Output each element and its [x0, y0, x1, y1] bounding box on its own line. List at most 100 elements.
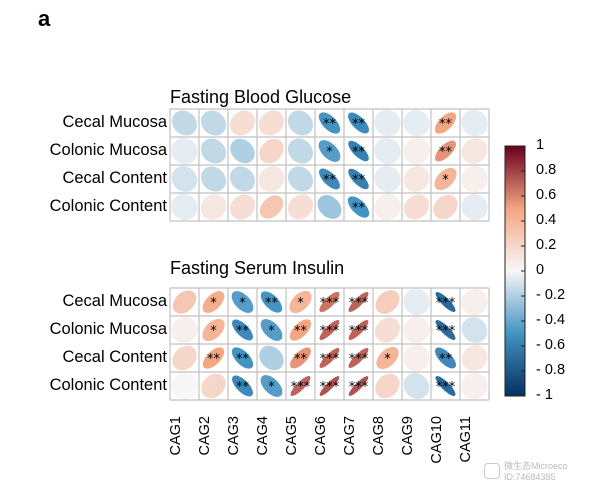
corr-ellipse	[403, 109, 430, 137]
corr-ellipse	[403, 194, 430, 220]
colorbar-tick-label: - 0.8	[536, 362, 566, 378]
corr-ellipse	[374, 137, 401, 165]
colorbar-tick-label: - 0.2	[536, 287, 566, 303]
corr-ellipse	[348, 112, 369, 134]
corr-ellipse	[319, 291, 340, 313]
corr-ellipse	[259, 138, 284, 164]
corr-ellipse	[260, 375, 283, 397]
corr-ellipse	[348, 292, 369, 312]
corr-ellipse	[434, 112, 457, 134]
corr-ellipse	[461, 165, 488, 193]
corr-ellipse	[259, 195, 284, 219]
column-label: CAG1	[167, 416, 184, 456]
corr-ellipse	[375, 373, 400, 399]
column-label: CAG6	[312, 416, 329, 456]
corr-ellipse	[319, 168, 340, 190]
column-label: CAG10	[428, 416, 445, 464]
significance-mark: ***	[320, 380, 340, 395]
colorbar-tick-label: - 0.4	[536, 312, 566, 328]
corr-ellipse	[318, 112, 341, 134]
row-label: Colonic Mucosa	[49, 141, 167, 159]
significance-mark: *	[210, 296, 217, 311]
significance-mark: **	[439, 145, 453, 160]
significance-mark: *	[297, 296, 304, 311]
corr-ellipse	[229, 110, 256, 136]
row-label: Cecal Mucosa	[62, 292, 167, 310]
significance-mark: *	[210, 324, 217, 339]
significance-mark: ***	[436, 324, 456, 339]
corr-ellipse	[172, 345, 197, 371]
corr-ellipse	[232, 375, 253, 397]
corr-ellipse	[435, 292, 456, 312]
colorbar-tick-label: 0.6	[536, 187, 557, 203]
corr-ellipse	[287, 138, 314, 164]
row-label: Colonic Content	[49, 376, 167, 394]
row-label: Cecal Mucosa	[62, 113, 167, 131]
heatmap-panel-2: * * ** * *** *** **** ** * ** *** *** ***** ** ** *** **…	[169, 287, 490, 401]
colorbar-tick-label: 1	[536, 137, 545, 153]
corr-ellipse	[375, 290, 400, 314]
corr-ellipse	[348, 376, 369, 396]
corr-ellipse	[403, 373, 430, 399]
watermark: 微生态Microeco ID:74684385	[504, 461, 568, 483]
significance-mark: ***	[291, 380, 311, 395]
corr-ellipse	[230, 138, 255, 164]
corr-ellipse	[202, 318, 225, 342]
significance-mark: *	[442, 173, 449, 188]
significance-mark: *	[268, 324, 275, 339]
corr-ellipse	[461, 193, 488, 221]
corr-ellipse	[232, 319, 253, 341]
corr-ellipse	[259, 345, 284, 371]
corr-ellipse	[202, 291, 225, 313]
corr-ellipse	[347, 196, 370, 218]
corr-ellipse	[290, 376, 311, 396]
significance-mark: ***	[320, 296, 340, 311]
row-label: Cecal Content	[62, 169, 167, 187]
row-label: Colonic Content	[49, 197, 167, 215]
significance-mark: ***	[349, 352, 369, 367]
watermark-line1: 微生态Microeco	[504, 461, 568, 471]
corr-ellipse	[229, 166, 256, 192]
significance-mark: **	[352, 117, 366, 132]
corr-ellipse	[374, 109, 401, 137]
corr-ellipse	[171, 316, 198, 344]
corr-ellipse	[403, 316, 430, 344]
corr-ellipse	[434, 167, 457, 191]
significance-mark: **	[439, 352, 453, 367]
significance-mark: *	[268, 380, 275, 395]
significance-mark: **	[352, 173, 366, 188]
corr-ellipse	[287, 194, 314, 220]
corr-ellipse	[260, 319, 283, 341]
column-label: CAG8	[370, 416, 387, 456]
corr-ellipse	[403, 288, 430, 316]
significance-mark: *	[326, 145, 333, 160]
corr-ellipse	[348, 348, 369, 368]
chart-title-glucose: Fasting Blood Glucose	[170, 87, 352, 107]
significance-mark: ***	[320, 324, 340, 339]
corr-ellipse	[287, 110, 314, 136]
corr-ellipse	[171, 137, 198, 165]
significance-mark: **	[323, 117, 337, 132]
significance-mark: **	[236, 380, 250, 395]
corr-ellipse	[172, 290, 197, 314]
colorbar-tick-label: - 0.6	[536, 337, 566, 353]
corr-ellipse	[403, 166, 430, 192]
watermark-icon	[484, 463, 500, 479]
significance-mark: ***	[349, 324, 369, 339]
colorbar-tick-label: 0.2	[536, 237, 557, 253]
significance-mark: **	[236, 352, 250, 367]
colorbar-tick-label: 0	[536, 262, 545, 278]
corr-ellipse	[319, 376, 340, 396]
corr-ellipse	[461, 345, 488, 371]
column-label: CAG2	[196, 416, 213, 456]
corr-ellipse	[403, 344, 430, 372]
corr-ellipse	[171, 110, 198, 136]
corr-ellipse	[258, 110, 285, 136]
significance-mark: **	[294, 324, 308, 339]
significance-mark: **	[265, 296, 279, 311]
row-label: Colonic Mucosa	[49, 320, 167, 338]
corr-ellipse	[403, 137, 430, 165]
corr-ellipse	[202, 347, 225, 369]
panel-letter: a	[38, 6, 51, 31]
